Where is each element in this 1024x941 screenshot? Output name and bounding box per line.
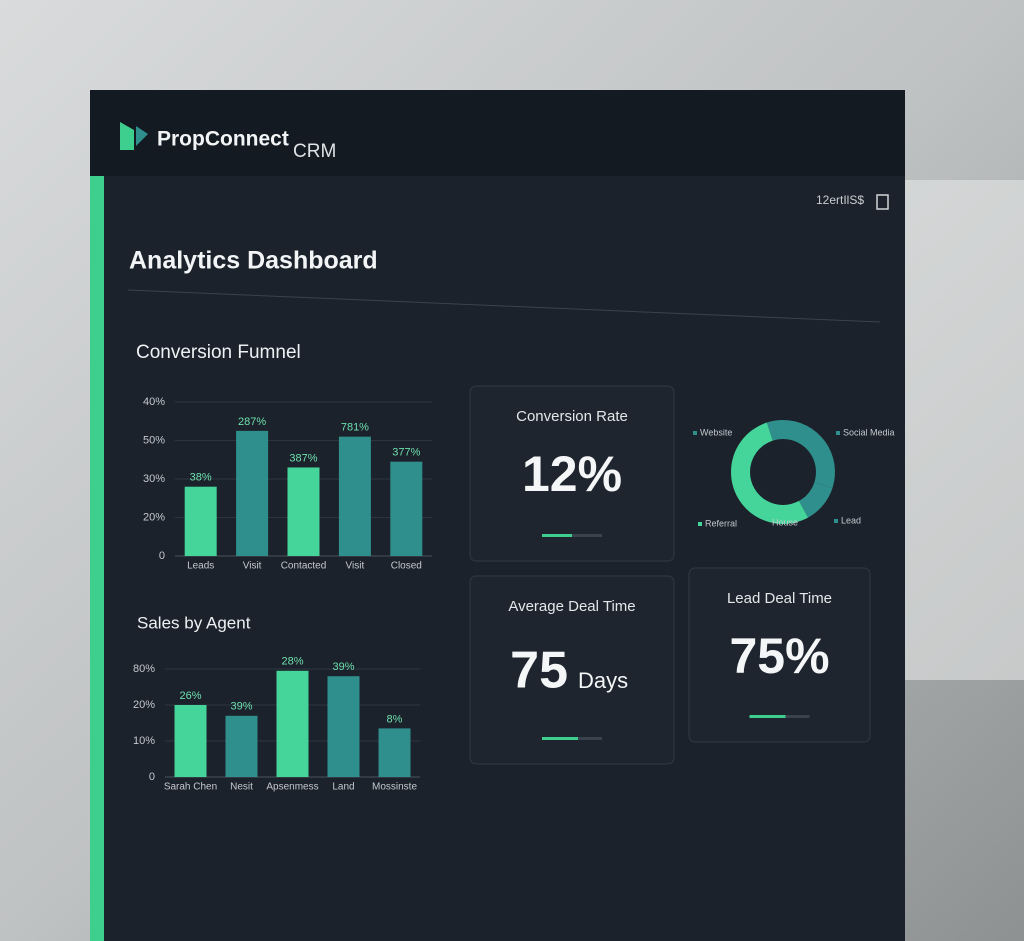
y-tick-label: 40% (143, 396, 165, 408)
legend-label: Referral (705, 518, 737, 528)
progress-fill (542, 737, 578, 740)
export-icon[interactable] (876, 194, 889, 210)
bar (390, 461, 423, 556)
section-title: Sales by Agent (137, 613, 251, 632)
kpi-value: 75% (729, 628, 829, 684)
product: CRM (293, 141, 336, 162)
x-tick-label: Nesit (230, 782, 253, 793)
legend-label: Social Media (843, 427, 895, 437)
x-tick-label: Apsenmess (266, 782, 318, 793)
x-tick-label: Visit (243, 561, 262, 572)
legend-label: House (772, 517, 798, 527)
kpi-title: Average Deal Time (508, 598, 635, 615)
bar-label: 287% (238, 416, 266, 428)
legend-label: Website (700, 427, 732, 437)
bar (378, 728, 411, 777)
kpi-card (688, 567, 871, 743)
legend-swatch (698, 522, 702, 526)
kpi-title: Lead Deal Time (727, 590, 832, 607)
kpi-value: 12% (522, 446, 622, 502)
bar-label: 39% (230, 701, 252, 713)
bar-label: 28% (281, 656, 303, 668)
window-light (905, 180, 1024, 680)
y-tick-label: 0 (159, 550, 165, 562)
bar (174, 705, 207, 777)
bar (338, 436, 371, 556)
logo (136, 126, 148, 146)
progress-fill (542, 534, 572, 537)
bar-label: 38% (190, 472, 212, 484)
bar-label: 387% (289, 452, 317, 464)
bar-label: 26% (179, 690, 201, 702)
kpi-title: Conversion Rate (516, 408, 628, 425)
y-tick-label: 80% (133, 663, 155, 675)
kpi-card (469, 385, 675, 562)
kpi-value: 75 (510, 642, 568, 700)
sidebar-accent (90, 176, 104, 941)
legend-swatch (693, 431, 697, 435)
legend-swatch (836, 431, 840, 435)
page-title: Analytics Dashboard (129, 247, 378, 275)
legend-swatch (834, 519, 838, 523)
x-tick-label: Leads (187, 561, 214, 572)
donut-segment (731, 422, 773, 472)
bar (184, 486, 217, 556)
donut-segment (798, 482, 833, 518)
bar-label: 781% (341, 422, 369, 434)
x-tick-label: Visit (346, 561, 365, 572)
bar-label: 8% (387, 713, 403, 725)
logo (120, 122, 134, 150)
bar-label: 39% (332, 661, 354, 673)
charts: 0 20% 30% 50% 40% 38% Leads 287% Visit 387% Contac… (133, 396, 895, 793)
bar (276, 670, 309, 777)
top-bar (90, 90, 905, 176)
bar (327, 676, 360, 777)
kpi-card (469, 575, 675, 765)
y-tick-label: 0 (149, 771, 155, 783)
user-name[interactable]: 12ertIlS$ (816, 193, 864, 207)
legend-label: Lead (841, 515, 861, 525)
bar (287, 467, 320, 556)
x-tick-label: Land (332, 782, 354, 793)
y-tick-label: 30% (143, 473, 165, 485)
brand: PropConnect (157, 128, 289, 151)
divider (127, 289, 881, 323)
y-tick-label: 50% (143, 434, 165, 446)
donut-segment (731, 472, 809, 524)
x-tick-label: Sarah Chen (164, 782, 217, 793)
y-tick-label: 10% (133, 735, 155, 747)
donut-segment (783, 420, 835, 489)
y-tick-label: 20% (133, 699, 155, 711)
section-title: Conversion Fumnel (136, 342, 301, 363)
x-tick-label: Contacted (281, 561, 327, 572)
bar (236, 430, 269, 556)
progress-fill (749, 715, 786, 718)
x-tick-label: Closed (391, 561, 422, 572)
cards: Conversion Rate 12% Average Deal Time 75 Day… (469, 385, 871, 765)
bar (225, 715, 258, 777)
donut-segment (766, 420, 783, 441)
bar-label: 377% (392, 447, 420, 459)
kpi-unit: Days (578, 668, 628, 693)
y-tick-label: 20% (143, 511, 165, 523)
x-tick-label: Mossinste (372, 782, 417, 793)
